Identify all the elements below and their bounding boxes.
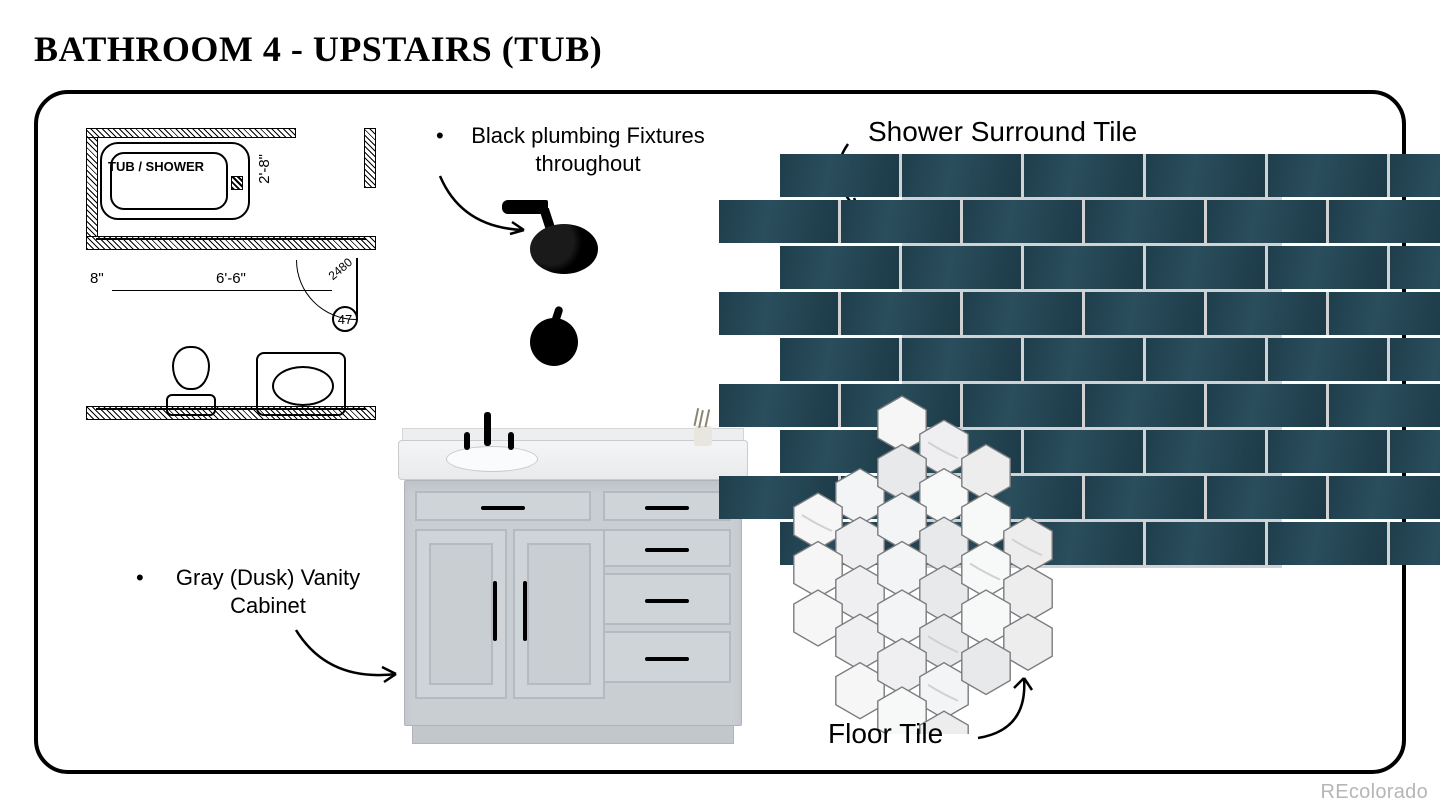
shower-valve-fixture (524, 312, 584, 372)
floor-tile-hex (778, 394, 1108, 734)
floorplan-room-tag: 47 (332, 306, 358, 332)
floorplan-tub-label: TUB / SHOWER (108, 160, 204, 174)
floorplan-tub (100, 142, 250, 220)
arrow-vanity (288, 622, 408, 692)
floorplan-dim-room-w: 6'-6" (216, 270, 246, 287)
floorplan-toilet (166, 346, 216, 416)
floorplan: TUB / SHOWER 2'-8" 6'-6" 8" 2480 47 (86, 120, 376, 430)
shower-head-fixture (498, 194, 608, 284)
page-title: BATHROOM 4 - UPSTAIRS (TUB) (34, 28, 602, 70)
floorplan-dim-wall-left: 8" (90, 270, 104, 287)
label-vanity: Gray (Dusk) Vanity Cabinet (158, 564, 378, 619)
floorplan-sink (256, 352, 346, 416)
vanity-image (398, 404, 748, 744)
label-shower-tile: Shower Surround Tile (868, 114, 1148, 149)
floorplan-dim-tub-h: 2'-8" (256, 154, 273, 184)
watermark: REcolorado (1320, 781, 1428, 804)
arrow-floor-tile (968, 670, 1048, 746)
moodboard-panel: TUB / SHOWER 2'-8" 6'-6" 8" 2480 47 Blac… (34, 90, 1406, 774)
label-floor-tile: Floor Tile (828, 716, 968, 751)
